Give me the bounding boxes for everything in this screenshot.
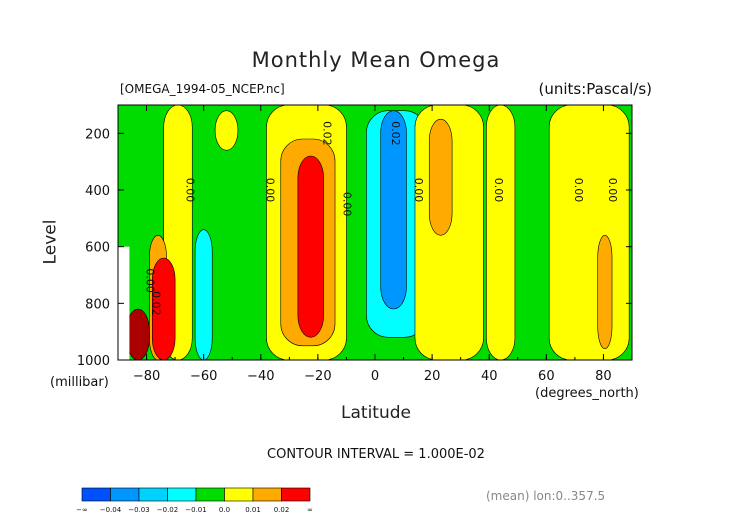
chart-title: Monthly Mean Omega [251, 48, 501, 72]
x-unit-label: (degrees_north) [535, 386, 639, 401]
contour-label: 0.00 [492, 178, 505, 203]
y-tick-label: 600 [85, 241, 110, 256]
contour-label: 0.00 [572, 178, 585, 203]
contour-region [126, 308, 150, 361]
contour-interval: CONTOUR INTERVAL = 1.000E-02 [267, 447, 485, 462]
contour-region [297, 155, 324, 338]
x-tick-label: −60 [190, 369, 217, 384]
contour-region [194, 229, 213, 361]
y-tick-label: 200 [85, 127, 110, 142]
colorbar-swatch [81, 487, 111, 502]
contour-label: 0.00 [341, 192, 354, 217]
colorbar-label: −0.04 [100, 506, 122, 514]
x-tick-label: −20 [304, 369, 331, 384]
contour-label: 0.00 [412, 178, 425, 203]
colorbar-swatch [252, 487, 282, 502]
x-tick-label: 0 [371, 369, 379, 384]
y-tick-label: 800 [85, 297, 110, 312]
y-unit-label: (millibar) [50, 375, 109, 390]
x-tick-label: −80 [133, 369, 160, 384]
colorbar-swatch [110, 487, 140, 502]
colorbar-label: 0.02 [274, 506, 290, 514]
colorbar-label: 0.01 [245, 506, 261, 514]
colorbar-label: ∞ [307, 506, 313, 514]
contour-region [214, 110, 239, 151]
y-tick-label: 400 [85, 184, 110, 199]
x-tick-label: 40 [481, 369, 498, 384]
colorbar-label: −∞ [76, 506, 88, 514]
contour-region [428, 118, 453, 236]
contour-region [486, 104, 516, 361]
contour-label: 0.02 [389, 121, 402, 146]
x-tick-label: −40 [247, 369, 274, 384]
units-label: (units:Pascal/s) [538, 80, 653, 98]
contour-region [597, 235, 613, 349]
contour-label: 0.02 [149, 291, 162, 316]
colorbar-label: −0.01 [185, 506, 206, 514]
contour-label: 0.00 [144, 268, 157, 293]
x-tick-label: 20 [424, 369, 441, 384]
x-tick-label: 80 [595, 369, 612, 384]
footer-note: (mean) lon:0..357.5 [486, 489, 606, 503]
x-axis-label: Latitude [341, 403, 411, 423]
file-label: [OMEGA_1994-05_NCEP.nc] [120, 82, 285, 96]
colorbar-swatch [224, 487, 254, 502]
contour-region [548, 104, 630, 361]
colorbar-label: −0.03 [128, 506, 149, 514]
colorbar-label: −0.02 [157, 506, 178, 514]
colorbar-swatch [281, 487, 311, 502]
x-tick-label: 60 [538, 369, 555, 384]
contour-label: 0.00 [184, 178, 197, 203]
colorbar-label: 0.0 [219, 506, 230, 514]
colorbar-swatch [167, 487, 197, 502]
colorbar-swatch [195, 487, 225, 502]
y-tick-label: 1000 [77, 354, 110, 369]
colorbar-swatch [138, 487, 168, 502]
contour-label: 0.02 [321, 121, 334, 146]
contour-region [380, 110, 407, 310]
contour-label: 0.00 [263, 178, 276, 203]
contour-label: 0.00 [606, 178, 619, 203]
